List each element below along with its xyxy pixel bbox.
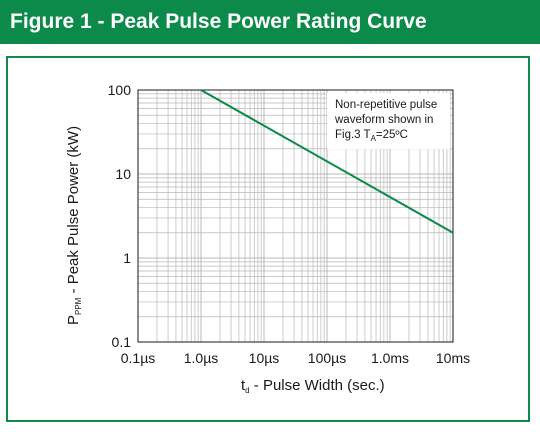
x-tick-label: 10µs [249,350,280,366]
annotation-line-3-pre: Fig.3 T [335,129,371,141]
x-axis-title: td - Pulse Width (sec.) [241,377,385,395]
y-axis-title: PPPM - Peak Pulse Power (kW) [65,126,83,325]
annotation-line-2: waveform shown in [334,114,433,126]
x-tick-label: 10ms [436,350,470,366]
curve [200,89,454,234]
x-tick-label: 100µs [308,350,346,366]
grid [138,90,453,342]
y-axis-title-main: P [65,315,82,325]
x-tick-label: 1.0µs [184,350,219,366]
series-line [200,89,454,234]
figure-header: Figure 1 - Peak Pulse Power Rating Curve [0,0,540,44]
x-tick-label: 0.1µs [121,350,156,366]
annotation-line-3-post: =25ºC [376,129,408,141]
x-tick-label: 1.0ms [371,350,409,366]
annotation-line-1: Non-repetitive pulse [335,99,437,111]
y-axis-title-rest: - Peak Pulse Power (kW) [65,126,82,298]
y-tick-label: 1 [123,250,131,266]
x-axis-title-main: t [241,377,246,394]
tick-labels: 0.1µs 1.0µs 10µs 100µs 1.0ms 10ms 100 10 1 0.1 [108,82,470,366]
x-axis-title-sub: d [245,386,249,395]
chart-frame [6,56,530,422]
x-axis-title-rest: - Pulse Width (sec.) [250,377,385,394]
y-tick-label: 0.1 [112,334,132,350]
annotation-line-3: Fig.3 TA=25ºC [335,129,408,143]
y-tick-label: 100 [108,82,132,98]
y-tick-label: 10 [115,166,131,182]
plot-border [137,89,454,343]
y-axis-title-sub: PPM [74,297,83,315]
figure-title: Figure 1 - Peak Pulse Power Rating Curve [10,10,427,33]
annotation-line-3-sub: A [371,134,377,143]
annotation-box [327,93,450,149]
